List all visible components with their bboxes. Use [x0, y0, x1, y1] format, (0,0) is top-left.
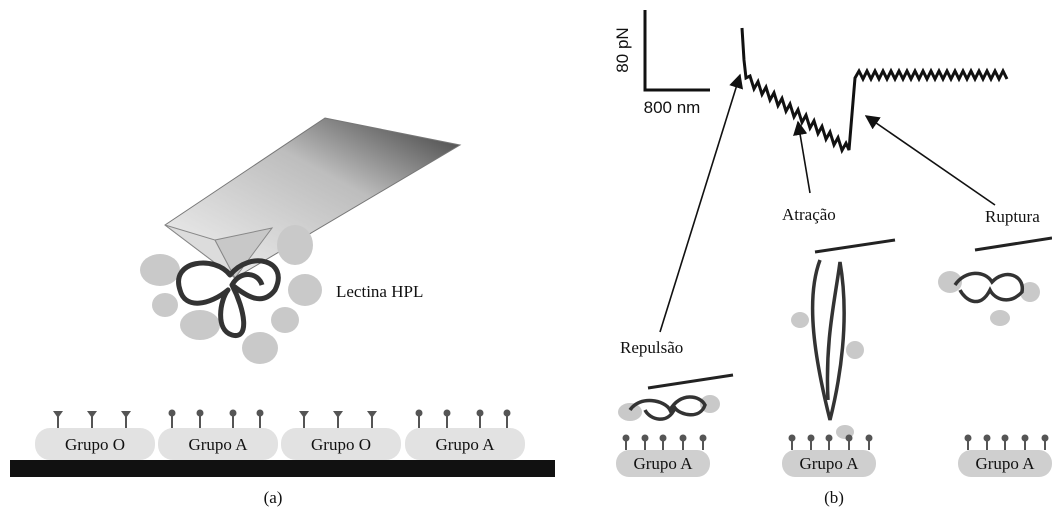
tip-surfaces [648, 238, 1052, 388]
receptor-head [1022, 435, 1029, 442]
group-label: Grupo O [311, 435, 371, 454]
receptor-head [789, 435, 796, 442]
arrows [660, 75, 995, 332]
caption: (b) [824, 488, 844, 507]
receptor-head [623, 435, 630, 442]
receptor-head [504, 410, 511, 417]
receptor-head [299, 411, 309, 418]
receptor-head [257, 410, 264, 417]
group-row: Grupo O Grupo A Grupo O Grupo A [35, 410, 525, 461]
repulsion-label: Repulsão [620, 338, 683, 357]
receptor-head [680, 435, 687, 442]
attraction-label: Atração [782, 205, 836, 224]
receptor-head [477, 410, 484, 417]
receptor-head [808, 435, 815, 442]
receptor-head [444, 410, 451, 417]
receptor-head [642, 435, 649, 442]
group-label: Grupo A [975, 454, 1035, 473]
receptor-head [367, 411, 377, 418]
receptor-head [197, 410, 204, 417]
caption: (a) [264, 488, 283, 507]
scale-bar [645, 10, 710, 90]
receptor-head [416, 410, 423, 417]
receptor-head [121, 411, 131, 418]
group-label: Grupo A [633, 454, 693, 473]
distance-scale: 800 nm [644, 98, 701, 117]
receptor-head [87, 411, 97, 418]
receptor-head [169, 410, 176, 417]
receptor-head [53, 411, 63, 418]
receptor-head [1042, 435, 1049, 442]
receptor-head [333, 411, 343, 418]
receptor-head [846, 435, 853, 442]
group-label: Grupo A [799, 454, 859, 473]
receptor-head [965, 435, 972, 442]
substrate [10, 460, 555, 477]
receptor-head [826, 435, 833, 442]
figure: Grupo O Grupo A Grupo O Grupo A Lectina HPL… [0, 0, 1052, 512]
force-trace [742, 28, 1007, 150]
receptor-head [1002, 435, 1009, 442]
receptor-head [230, 410, 237, 417]
receptor-head [866, 435, 873, 442]
cantilever [165, 118, 460, 278]
protein-label: Lectina HPL [336, 282, 423, 301]
receptor-head [984, 435, 991, 442]
rupture-label: Ruptura [985, 207, 1040, 226]
group-row: Grupo A Grupo A Grupo A [616, 435, 1052, 478]
receptor-head [660, 435, 667, 442]
group-label: Grupo O [65, 435, 125, 454]
force-scale: 80 pN [613, 27, 632, 72]
group-label: Grupo A [188, 435, 248, 454]
group-label: Grupo A [435, 435, 495, 454]
receptor-head [700, 435, 707, 442]
